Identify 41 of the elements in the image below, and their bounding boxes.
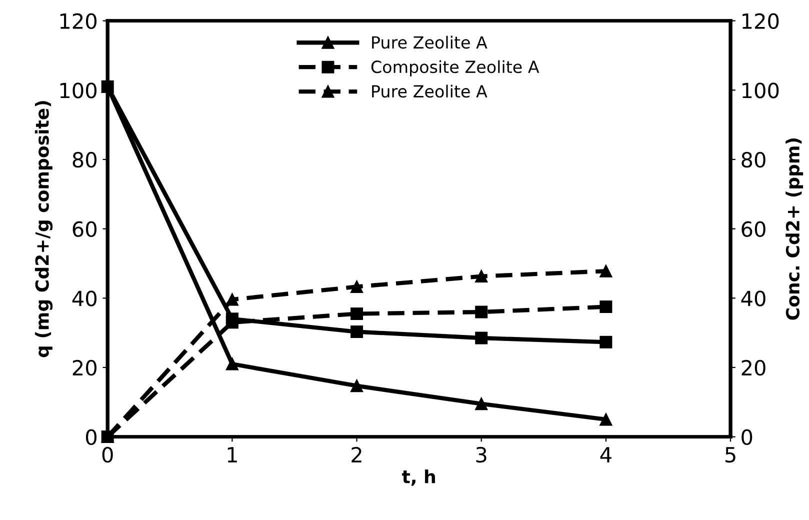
y2-tick-label: 0 bbox=[742, 429, 752, 446]
legend-label: Pure Zeolite A bbox=[372, 36, 488, 49]
point bbox=[226, 358, 238, 370]
y2-axis-title: Conc. Cd2+ (ppm) bbox=[786, 138, 804, 320]
y2-tick-label: 60 bbox=[742, 221, 766, 238]
y-tick-label: 100 bbox=[60, 82, 96, 98]
point bbox=[350, 326, 364, 338]
y-tick-label: 60 bbox=[72, 221, 96, 238]
y2-tick-label: 40 bbox=[741, 290, 766, 306]
x-tick-label: 0 bbox=[102, 446, 113, 463]
point bbox=[475, 398, 488, 410]
point bbox=[600, 413, 612, 426]
point bbox=[350, 380, 364, 392]
point bbox=[600, 336, 612, 348]
y2-tick-label: 20 bbox=[742, 360, 766, 376]
x-tick-label: 4 bbox=[600, 447, 612, 462]
y-axis-title: q (mg Cd2+/g composite) bbox=[34, 101, 53, 358]
y2-tick-label: 120 bbox=[742, 13, 779, 30]
y-tick-label: 120 bbox=[60, 13, 96, 30]
y-tick-label: 80 bbox=[72, 152, 96, 168]
point bbox=[226, 316, 238, 329]
y2-tick-label: 100 bbox=[742, 82, 779, 98]
y-tick-label: 40 bbox=[72, 290, 96, 306]
x-tick-label: 5 bbox=[726, 447, 736, 463]
point bbox=[600, 300, 612, 314]
y-tick-label: 0 bbox=[86, 429, 96, 446]
x-tick-label: 2 bbox=[352, 446, 362, 462]
point bbox=[475, 270, 488, 283]
y-tick-label: 20 bbox=[72, 360, 96, 376]
point bbox=[475, 332, 488, 344]
x-axis-title: t, h bbox=[402, 469, 435, 486]
x-tick-label: 3 bbox=[476, 446, 486, 463]
point bbox=[350, 280, 364, 293]
point bbox=[350, 307, 364, 320]
point bbox=[600, 264, 612, 278]
point bbox=[475, 306, 488, 318]
y2-tick-label: 80 bbox=[742, 152, 766, 168]
legend-label: Composite Zeolite A bbox=[371, 60, 540, 76]
point bbox=[226, 293, 238, 306]
x-tick-label: 1 bbox=[228, 447, 237, 462]
legend-label: Pure Zeolite A bbox=[372, 84, 488, 98]
